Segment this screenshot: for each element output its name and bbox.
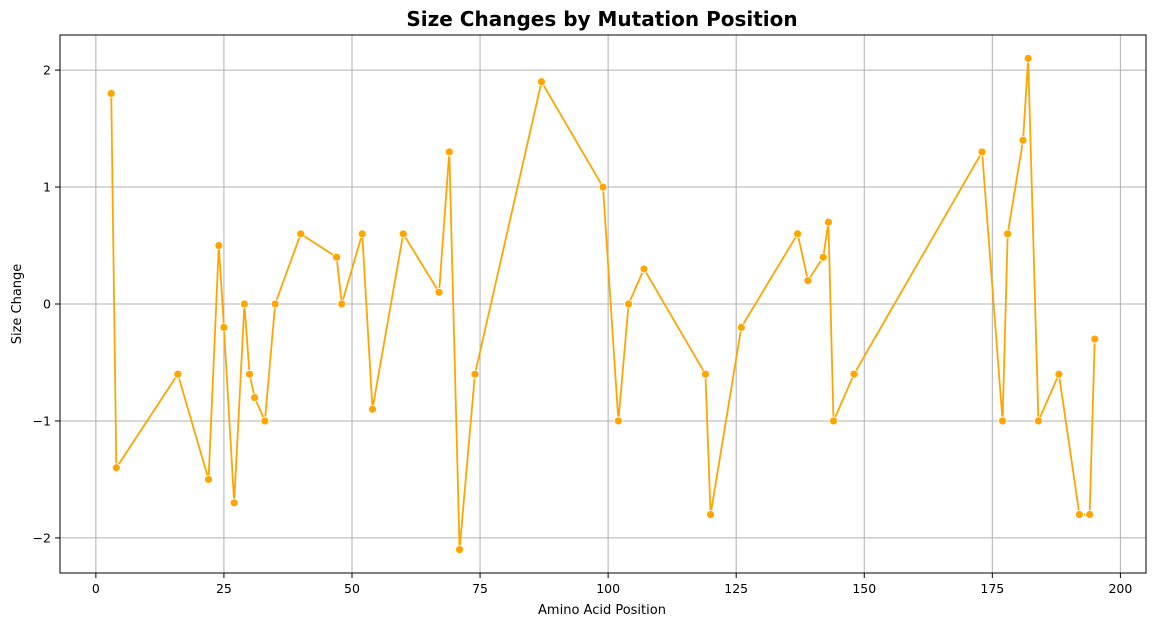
data-point [173,369,183,379]
x-tick-label: 50 [344,581,360,596]
data-point [613,416,623,426]
x-tick-label: 200 [1108,581,1132,596]
data-point [998,416,1007,426]
data-point [706,510,715,519]
data-point [736,322,746,332]
data-point [829,416,838,426]
data-point [701,369,710,379]
chart-title: Size Changes by Mutation Position [406,7,797,31]
data-point [624,299,634,309]
data-point [250,393,260,402]
y-axis-label: Size Change [10,264,25,345]
data-point [270,299,280,309]
data-point [639,264,649,274]
x-tick-label: 125 [724,581,748,596]
y-tick-label: −2 [33,530,51,545]
data-point [818,252,828,262]
y-tick-label: 1 [43,180,51,195]
data-point [245,369,254,379]
data-point [240,299,249,309]
data-point [260,416,270,426]
y-tick-label: 2 [43,63,51,78]
data-point [368,404,377,414]
axis-ticks: 0 25 50 75 100 125 150 175 200 −2 −1 0 1 2 [33,63,1133,596]
y-tick-label: −1 [33,413,51,428]
data-point [106,89,116,98]
data-point [219,322,229,332]
data-point [1018,135,1028,145]
data-point [849,369,859,379]
data-point [1023,53,1033,63]
data-point [793,229,803,239]
x-tick-label: 150 [852,581,876,596]
data-point [332,252,342,262]
data-point [1003,229,1013,239]
x-tick-label: 25 [216,581,232,596]
data-point [537,77,546,87]
data-point [803,276,813,286]
data-point [598,182,608,192]
data-point [204,475,213,484]
data-point [977,147,987,157]
data-point [398,229,408,239]
data-point [434,287,444,297]
data-point [823,217,833,227]
data-point [470,369,480,379]
data-point [1085,510,1095,519]
x-tick-label: 0 [92,581,100,596]
data-point [296,229,306,239]
y-tick-label: 0 [43,297,51,312]
data-point [455,545,464,555]
x-tick-label: 100 [596,581,620,596]
data-point [1090,334,1100,344]
data-point [111,463,121,473]
data-point [1075,510,1084,519]
data-point [337,299,347,309]
data-point [229,498,239,508]
data-point [214,241,224,250]
data-point [1054,369,1064,379]
data-point [444,147,454,157]
data-point [1034,416,1043,426]
data-point [357,229,367,239]
x-tick-label: 75 [472,581,488,596]
x-axis-label: Amino Acid Position [538,603,666,618]
plot-area [106,53,1100,555]
series-line [110,57,1096,551]
x-tick-label: 175 [980,581,1004,596]
